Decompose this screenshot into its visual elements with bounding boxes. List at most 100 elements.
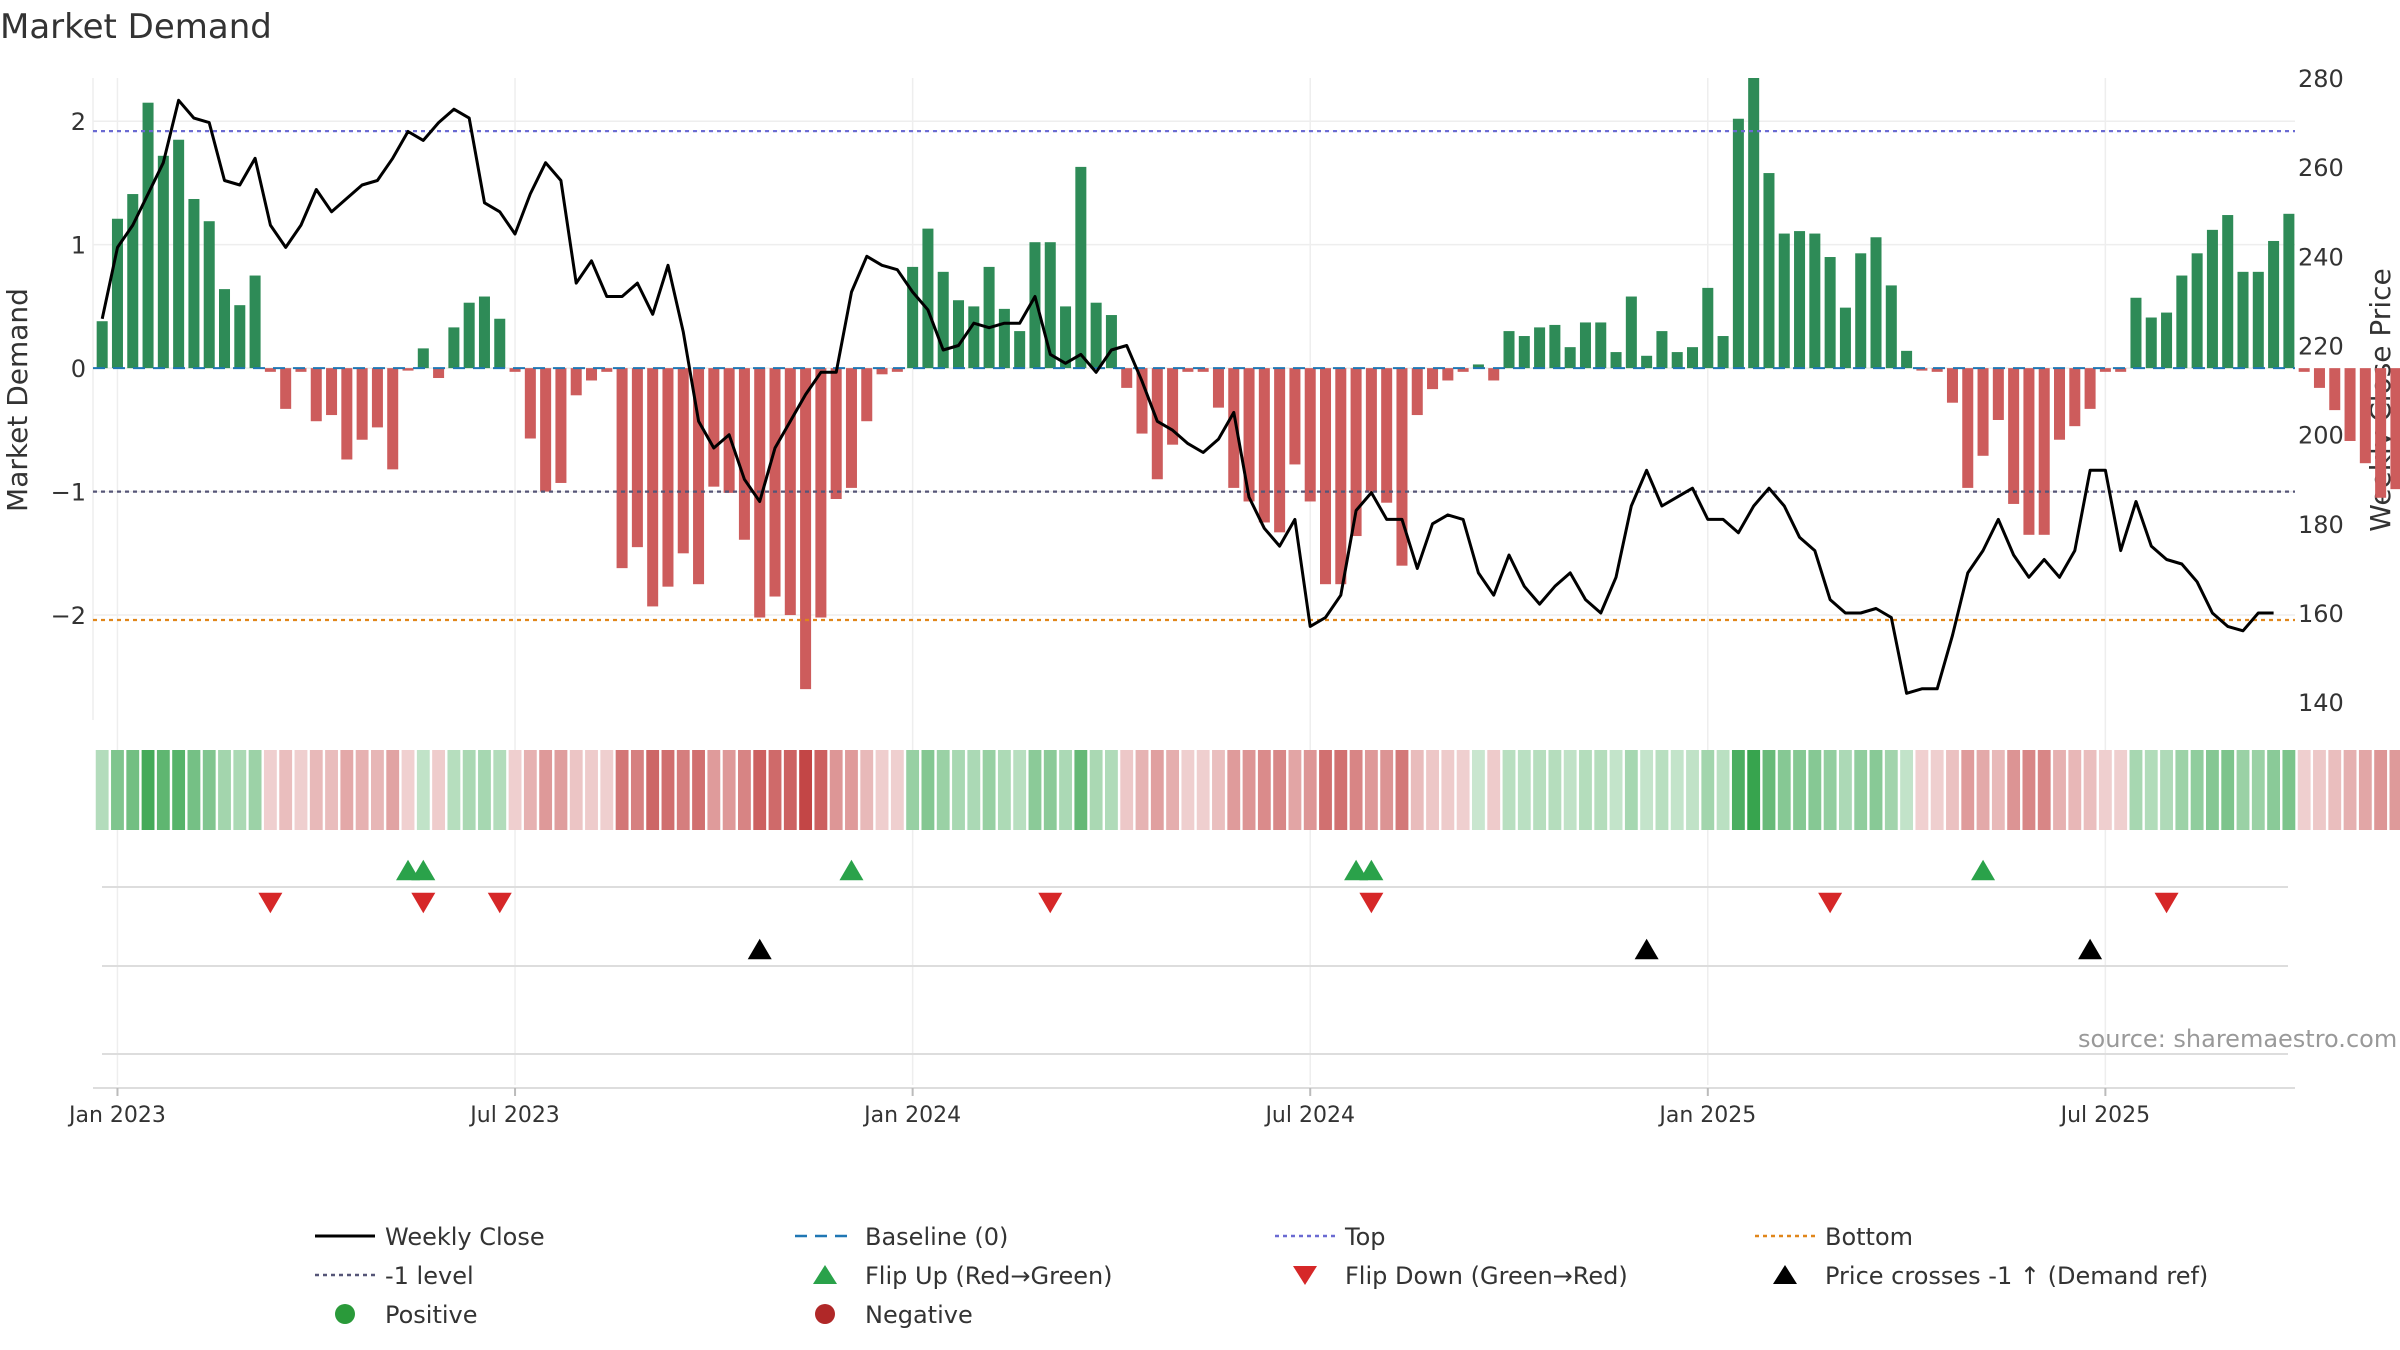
- heat-cell: [768, 750, 782, 830]
- demand-bar: [1870, 237, 1882, 369]
- demand-bar: [1304, 368, 1316, 502]
- heat-cell: [814, 750, 828, 830]
- heat-cell: [1257, 750, 1271, 830]
- demand-bar: [2130, 297, 2142, 369]
- heat-cell: [569, 750, 583, 830]
- demand-bar: [586, 368, 598, 381]
- demand-bar: [968, 306, 980, 369]
- heat-cell: [1762, 750, 1776, 830]
- x-tick-label: Jul 2023: [468, 1103, 560, 1128]
- x-tick-label: Jan 2025: [1657, 1103, 1756, 1128]
- demand-bar: [1320, 368, 1332, 585]
- demand-bar: [142, 102, 154, 369]
- heat-cell: [1991, 750, 2005, 830]
- flip-up-marker: [839, 859, 864, 881]
- demand-bar: [433, 368, 445, 379]
- y-tick-label-right: 220: [2298, 333, 2344, 361]
- heat-cell: [1426, 750, 1439, 830]
- heat-cell: [1074, 750, 1088, 830]
- heat-cell: [263, 750, 277, 830]
- legend-label: Baseline (0): [865, 1223, 1008, 1251]
- y-tick-label-right: 240: [2298, 243, 2344, 271]
- demand-bar: [1182, 368, 1194, 372]
- demand-bar: [540, 368, 552, 492]
- heat-cell: [401, 750, 415, 830]
- demand-bar: [1518, 336, 1530, 369]
- demand-bar: [1748, 78, 1760, 369]
- heat-cell: [2328, 750, 2342, 830]
- demand-bar: [1212, 368, 1224, 408]
- heat-cell: [707, 750, 721, 830]
- demand-bar: [1702, 287, 1714, 369]
- demand-bar: [1289, 368, 1301, 465]
- weekly-close-line: [100, 98, 2274, 695]
- heat-cell: [156, 750, 170, 830]
- demand-bar: [1014, 331, 1026, 369]
- heat-cell: [661, 750, 675, 830]
- heat-cell: [248, 750, 262, 830]
- demand-bar: [1090, 302, 1102, 369]
- heat-cell: [1166, 750, 1180, 830]
- demand-bar: [203, 221, 215, 369]
- demand-bar: [1060, 306, 1072, 369]
- heat-cell: [1380, 750, 1394, 830]
- legend-swatch-triangle-up: [1773, 1265, 1797, 1284]
- legend-label: Bottom: [1825, 1223, 1913, 1251]
- heat-cell: [753, 750, 767, 830]
- heat-cell: [1334, 750, 1348, 830]
- heat-cell: [1105, 750, 1118, 830]
- flip-down-marker: [1818, 892, 1843, 914]
- demand-bar: [2206, 229, 2218, 369]
- y-tick-label-left: 1: [71, 232, 86, 260]
- heat-cell: [279, 750, 293, 830]
- demand-bar: [1457, 368, 1469, 372]
- heat-cell: [1640, 750, 1654, 830]
- demand-bar: [845, 368, 857, 488]
- y-tick-label-right: 180: [2298, 511, 2344, 539]
- x-tick-label: Jul 2024: [1263, 1103, 1355, 1128]
- demand-bar: [1931, 368, 1943, 372]
- heat-cell: [1441, 750, 1455, 830]
- heat-cell: [1563, 750, 1577, 830]
- demand-bar: [1411, 368, 1423, 416]
- heat-cell: [1502, 750, 1516, 830]
- flip-up-marker: [1344, 859, 1369, 881]
- demand-bar: [1763, 173, 1775, 369]
- demand-bar: [2313, 368, 2325, 388]
- flip-down-marker: [411, 892, 436, 914]
- heat-cell: [2358, 750, 2372, 830]
- demand-bar: [1335, 368, 1347, 585]
- heat-cell: [2343, 750, 2357, 830]
- heat-cell: [1961, 750, 1975, 830]
- heat-cell: [722, 750, 736, 830]
- heat-cell: [523, 750, 537, 830]
- legend-label: -1 level: [385, 1262, 474, 1290]
- demand-bar: [1656, 331, 1668, 369]
- heat-cell: [1731, 750, 1745, 830]
- heat-cell: [1548, 750, 1562, 830]
- demand-bar: [280, 368, 292, 409]
- heat-cell: [432, 750, 446, 830]
- demand-bar: [1442, 368, 1454, 381]
- demand-bar: [1121, 368, 1133, 388]
- heat-cell: [829, 750, 843, 830]
- heat-cell: [1716, 750, 1730, 830]
- demand-bar: [1381, 368, 1393, 503]
- demand-bar: [326, 368, 338, 416]
- demand-bar: [1794, 231, 1806, 369]
- flip-down-marker: [1038, 892, 1063, 914]
- demand-bar: [1778, 233, 1790, 369]
- heat-cell: [860, 750, 874, 830]
- demand-bar: [478, 296, 490, 369]
- demand-bar: [1610, 352, 1622, 369]
- heat-cell: [355, 750, 369, 830]
- heat-cell: [1472, 750, 1485, 830]
- demand-bar: [876, 368, 888, 375]
- y-tick-label-right: 200: [2298, 422, 2344, 450]
- demand-bar: [371, 368, 383, 428]
- heat-cell: [997, 750, 1011, 830]
- demand-bar: [157, 155, 169, 369]
- demand-bar: [1687, 347, 1699, 369]
- demand-bar: [2161, 312, 2173, 369]
